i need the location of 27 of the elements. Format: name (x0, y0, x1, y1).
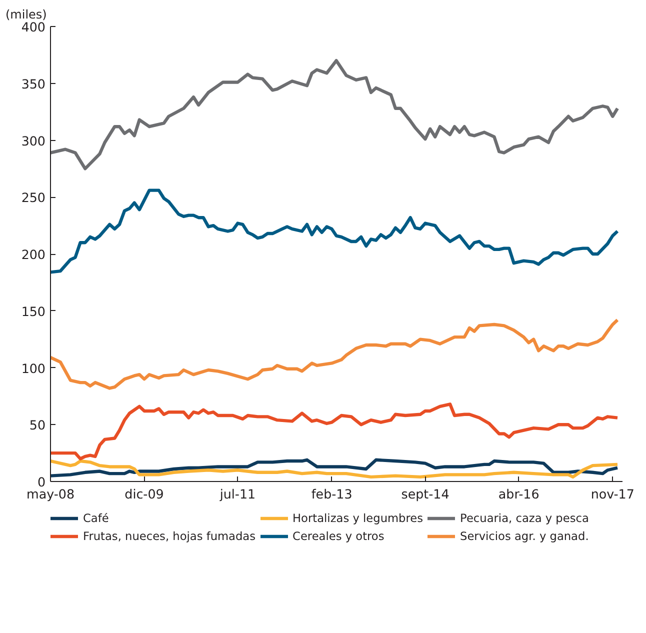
y-tick-label: 50 (29, 418, 46, 433)
line-series (50, 402, 620, 460)
legend-label: Servicios agr. y ganad. (460, 529, 589, 543)
line-series (50, 188, 620, 274)
x-tick-label: jul-11 (218, 486, 256, 502)
x-tick-label: abr-16 (498, 486, 540, 502)
y-tick-label: 250 (21, 190, 46, 206)
legend-label: Frutas, nueces, hojas fumadas (83, 529, 256, 543)
x-tick-label: dic-09 (124, 486, 164, 502)
x-tick-label: may-08 (26, 486, 75, 502)
x-tick-label: sept-14 (401, 486, 450, 502)
legend-label: Café (83, 511, 109, 525)
line-series (50, 59, 620, 170)
y-tick-label: 350 (21, 76, 46, 92)
legend-label: Pecuaria, caza y pesca (460, 511, 589, 525)
y-tick-label: 150 (21, 304, 46, 319)
y-tick-label: 100 (21, 360, 46, 376)
line-series (50, 318, 620, 390)
x-tick-label: nov-17 (590, 486, 634, 502)
y-tick-label: 400 (21, 20, 46, 34)
y-tick-label: 300 (21, 133, 46, 148)
y-tick-label: 200 (21, 247, 46, 262)
legend-label: Hortalizas y legumbres (292, 511, 424, 525)
y-axis-title: (miles) (6, 8, 47, 22)
legend-label: Cereales y otros (292, 529, 384, 543)
x-tick-label: feb-13 (311, 486, 352, 502)
y-tick-label: 0 (37, 474, 46, 490)
